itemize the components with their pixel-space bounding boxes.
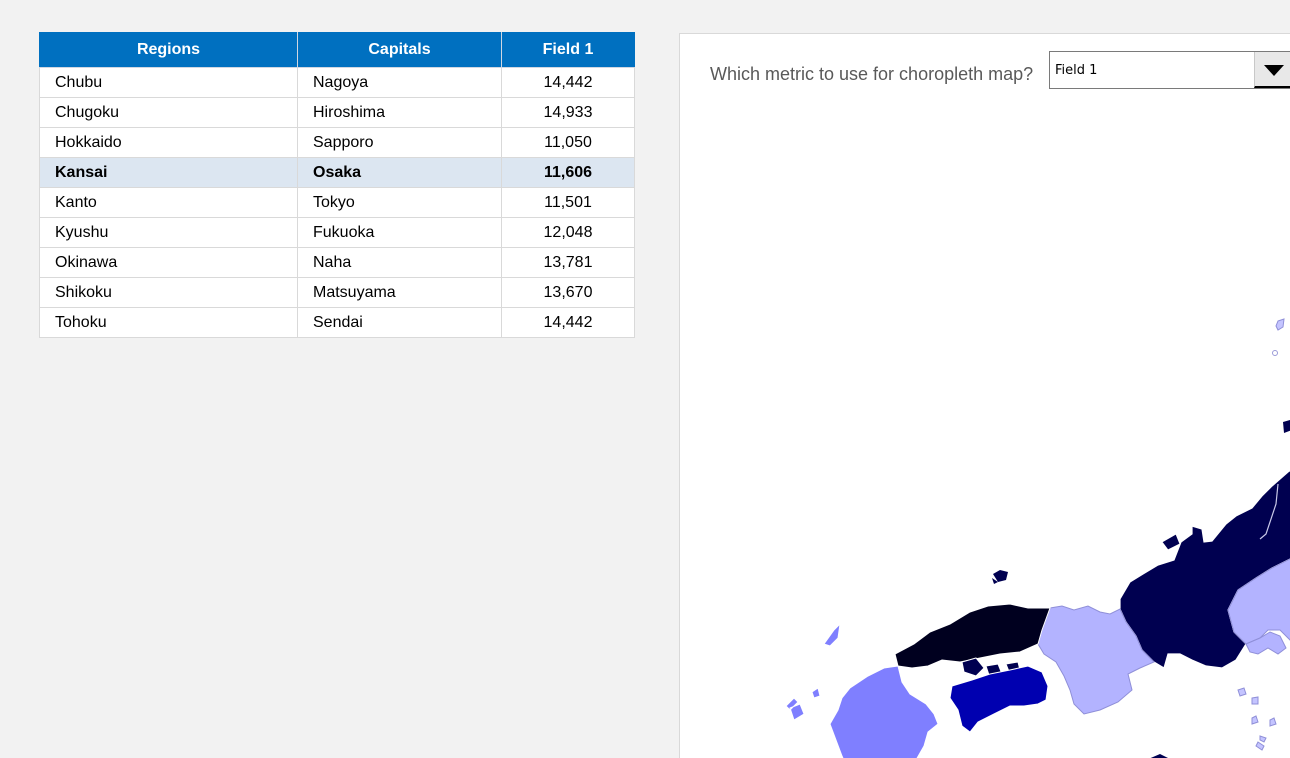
cell-capital[interactable]: Sapporo [297,127,502,158]
map-region-islet-north[interactable] [1275,318,1285,331]
map-region-oki-small[interactable] [992,578,998,584]
map-region-izu-islet-5[interactable] [1259,735,1267,743]
cell-region[interactable]: Tohoku [39,307,298,338]
cell-field-1[interactable]: 12,048 [501,217,635,248]
table-row[interactable]: Kanto Tokyo 11,501 [39,187,635,218]
cell-region[interactable]: Shikoku [39,277,298,308]
map-region-chugoku[interactable] [894,603,1051,669]
table-row[interactable]: Chugoku Hiroshima 14,933 [39,97,635,128]
map-region-kanto-bay[interactable] [1245,631,1287,655]
map-region-izu-islet-2[interactable] [1251,696,1259,705]
cell-field-1[interactable]: 11,606 [501,157,635,188]
cell-capital[interactable]: Matsuyama [297,277,502,308]
map-region-oki-islands[interactable] [993,570,1008,582]
map-region-goto-islands[interactable] [785,687,821,721]
cell-capital[interactable]: Sendai [297,307,502,338]
cell-field-1[interactable]: 11,050 [501,127,635,158]
cell-region[interactable]: Chubu [39,67,298,98]
table-body: Chubu Nagoya 14,442 Chugoku Hiroshima 14,933 H… [39,67,635,338]
header-capitals[interactable]: Capitals [297,32,502,68]
cell-region[interactable]: Okinawa [39,247,298,278]
cell-region[interactable]: Hokkaido [39,127,298,158]
table-row[interactable]: Kansai Osaka 11,606 [39,157,635,188]
dropdown-arrow-button[interactable] [1254,52,1290,88]
chevron-down-icon [1264,65,1284,76]
map-region-izu-islet-3[interactable] [1251,715,1259,725]
map-region-kyushu[interactable] [829,665,939,758]
japan-choropleth-map [785,318,1290,758]
cell-field-1[interactable]: 11,501 [501,187,635,218]
cell-field-1[interactable]: 14,442 [501,67,635,98]
table-header-row: Regions Capitals Field 1 [39,32,635,68]
cell-capital[interactable]: Naha [297,247,502,278]
cell-capital[interactable]: Fukuoka [297,217,502,248]
cell-region[interactable]: Kanto [39,187,298,218]
table-row[interactable]: Kyushu Fukuoka 12,048 [39,217,635,248]
table-row[interactable]: Tohoku Sendai 14,442 [39,307,635,338]
map-region-islet-dark[interactable] [1283,420,1290,433]
map-region-islet-dot[interactable] [1272,350,1278,356]
map-region-kansai[interactable] [1037,605,1155,715]
metric-question-label: Which metric to use for choropleth map? [710,64,1034,84]
map-boundary-line [1259,483,1279,540]
cell-field-1[interactable]: 14,442 [501,307,635,338]
cell-capital[interactable]: Hiroshima [297,97,502,128]
map-region-south-islet[interactable] [1146,754,1168,758]
cell-region[interactable]: Chugoku [39,97,298,128]
header-field-1[interactable]: Field 1 [501,32,635,68]
cell-field-1[interactable]: 14,933 [501,97,635,128]
cell-capital[interactable]: Nagoya [297,67,502,98]
cell-field-1[interactable]: 13,670 [501,277,635,308]
map-region-shikoku[interactable] [949,665,1049,733]
metric-dropdown-value: Field 1 [1055,63,1098,78]
cell-region[interactable]: Kyushu [39,217,298,248]
regions-table: Regions Capitals Field 1 Chubu Nagoya 14,4… [39,32,635,338]
map-region-izu-islet-6[interactable] [1255,741,1265,751]
table-row[interactable]: Okinawa Naha 13,781 [39,247,635,278]
header-regions[interactable]: Regions [39,32,298,68]
table-row[interactable]: Hokkaido Sapporo 11,050 [39,127,635,158]
map-region-izu-islet-1[interactable] [1237,687,1247,697]
map-region-chubu[interactable] [1119,464,1290,669]
map-region-tsushima[interactable] [823,622,841,647]
cell-field-1[interactable]: 13,781 [501,247,635,278]
map-region-sado-island[interactable] [1161,533,1181,551]
metric-dropdown[interactable]: Field 1 [1049,51,1290,89]
table-row[interactable]: Shikoku Matsuyama 13,670 [39,277,635,308]
table-row[interactable]: Chubu Nagoya 14,442 [39,67,635,98]
cell-capital[interactable]: Tokyo [297,187,502,218]
cell-capital[interactable]: Osaka [297,157,502,188]
map-region-izu-islet-4[interactable] [1269,717,1277,727]
choropleth-map-panel: Which metric to use for choropleth map? … [679,33,1290,758]
cell-region[interactable]: Kansai [39,157,298,188]
